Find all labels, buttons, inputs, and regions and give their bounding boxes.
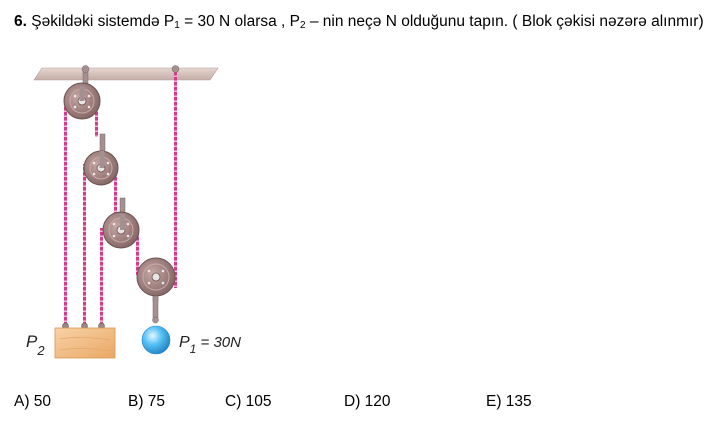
pulley-4 xyxy=(136,257,176,297)
option-c[interactable]: C) 105 xyxy=(225,393,272,410)
ropes xyxy=(64,70,177,326)
pulley-system-figure: P2 P1 = 30N xyxy=(26,65,241,359)
option-a[interactable]: A) 50 xyxy=(14,393,52,410)
pulley-2 xyxy=(83,150,119,186)
ceiling xyxy=(33,67,219,81)
question-part2: = 30 N olarsa , P xyxy=(179,13,300,30)
option-d[interactable]: D) 120 xyxy=(344,393,391,410)
question-part1: Şəkildəki sistemdə P xyxy=(26,13,175,30)
p1-ball xyxy=(141,325,171,355)
question-sub2: 2 xyxy=(300,20,306,31)
ball-hook xyxy=(152,295,159,324)
pulley-3 xyxy=(102,211,140,249)
option-b[interactable]: B) 75 xyxy=(128,393,166,410)
question-number: 6. xyxy=(14,13,27,30)
p2-label: P2 xyxy=(26,332,45,358)
p1-label: P1 = 30N xyxy=(179,334,241,356)
pulley-1 xyxy=(63,82,101,120)
question-text: 6. Şəkildəki sistemdə P1 = 30 N olarsa ,… xyxy=(14,9,704,35)
question-sub1: 1 xyxy=(174,20,180,31)
p2-block xyxy=(54,327,116,359)
question-part3: – nin neçə N olduğunu tapın. ( Blok çəki… xyxy=(305,13,704,30)
answer-options: A) 50 B) 75 C) 105 D) 120 E) 135 xyxy=(0,393,716,417)
option-e[interactable]: E) 135 xyxy=(486,393,532,410)
pulley-hangers xyxy=(81,65,180,302)
